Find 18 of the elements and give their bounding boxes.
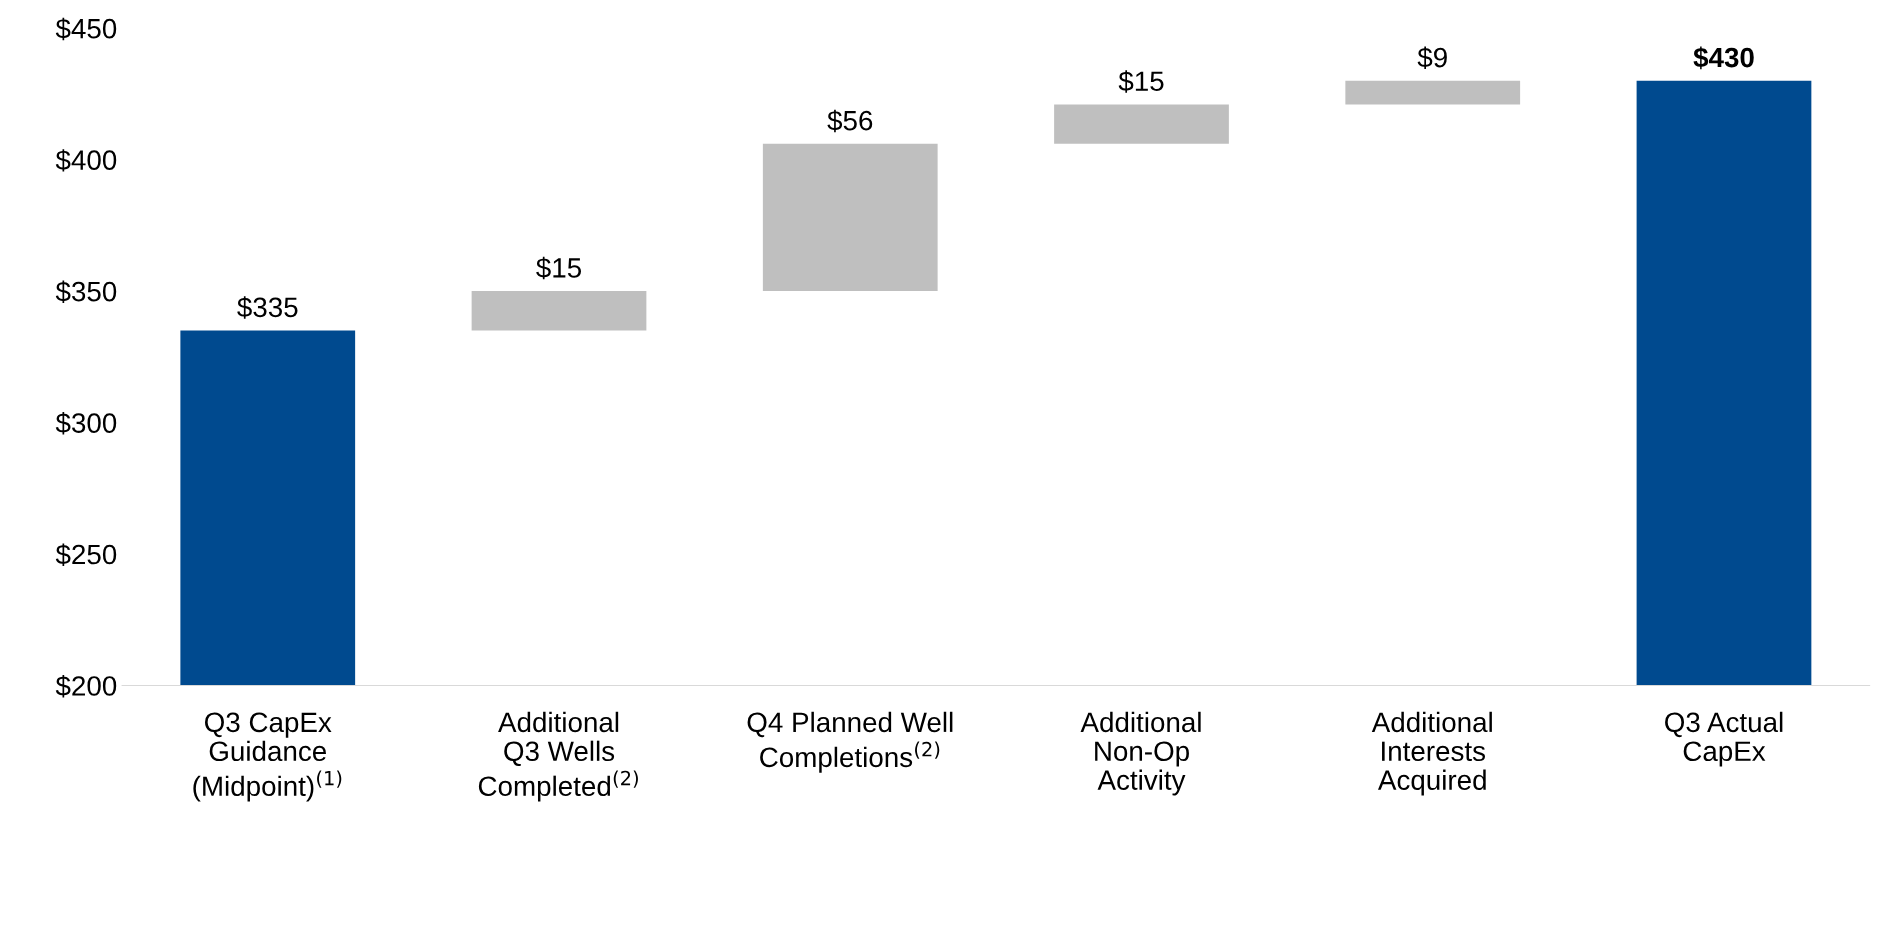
- x-tick-label: Q4 Planned Well Completions$^{(2)}$: [747, 711, 953, 773]
- y-tick-label: $450: [55, 17, 117, 41]
- data-label: $9: [1417, 46, 1447, 70]
- x-tick-label: Additional Q3 Wells Completed$^{(2)}$: [478, 711, 638, 802]
- y-tick-label: $250: [55, 543, 117, 566]
- y-tick-label: $400: [55, 149, 117, 172]
- x-tick-label: Additional Non-Op Activity: [1080, 711, 1201, 796]
- data-label: $430: [1693, 46, 1754, 70]
- data-label: $15: [1118, 70, 1164, 93]
- data-label: $56: [827, 109, 873, 133]
- y-tick-label: $200: [55, 674, 117, 698]
- data-label: $335: [237, 296, 298, 319]
- x-tick-label: Q3 CapEx Guidance (Midpoint)$^{(1)}$: [193, 712, 342, 802]
- y-tick-label: $350: [55, 280, 117, 304]
- x-tick-label: Additional Interests Acquired: [1371, 711, 1492, 796]
- y-tick-label: $300: [55, 412, 117, 435]
- data-label: $15: [536, 256, 582, 280]
- x-tick-label: Q3 Actual CapEx: [1665, 711, 1783, 767]
